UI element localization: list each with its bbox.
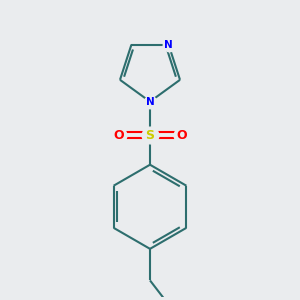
Text: O: O [176,129,187,142]
Text: N: N [164,40,173,50]
Text: N: N [146,97,154,106]
Text: O: O [113,129,124,142]
Text: S: S [146,129,154,142]
